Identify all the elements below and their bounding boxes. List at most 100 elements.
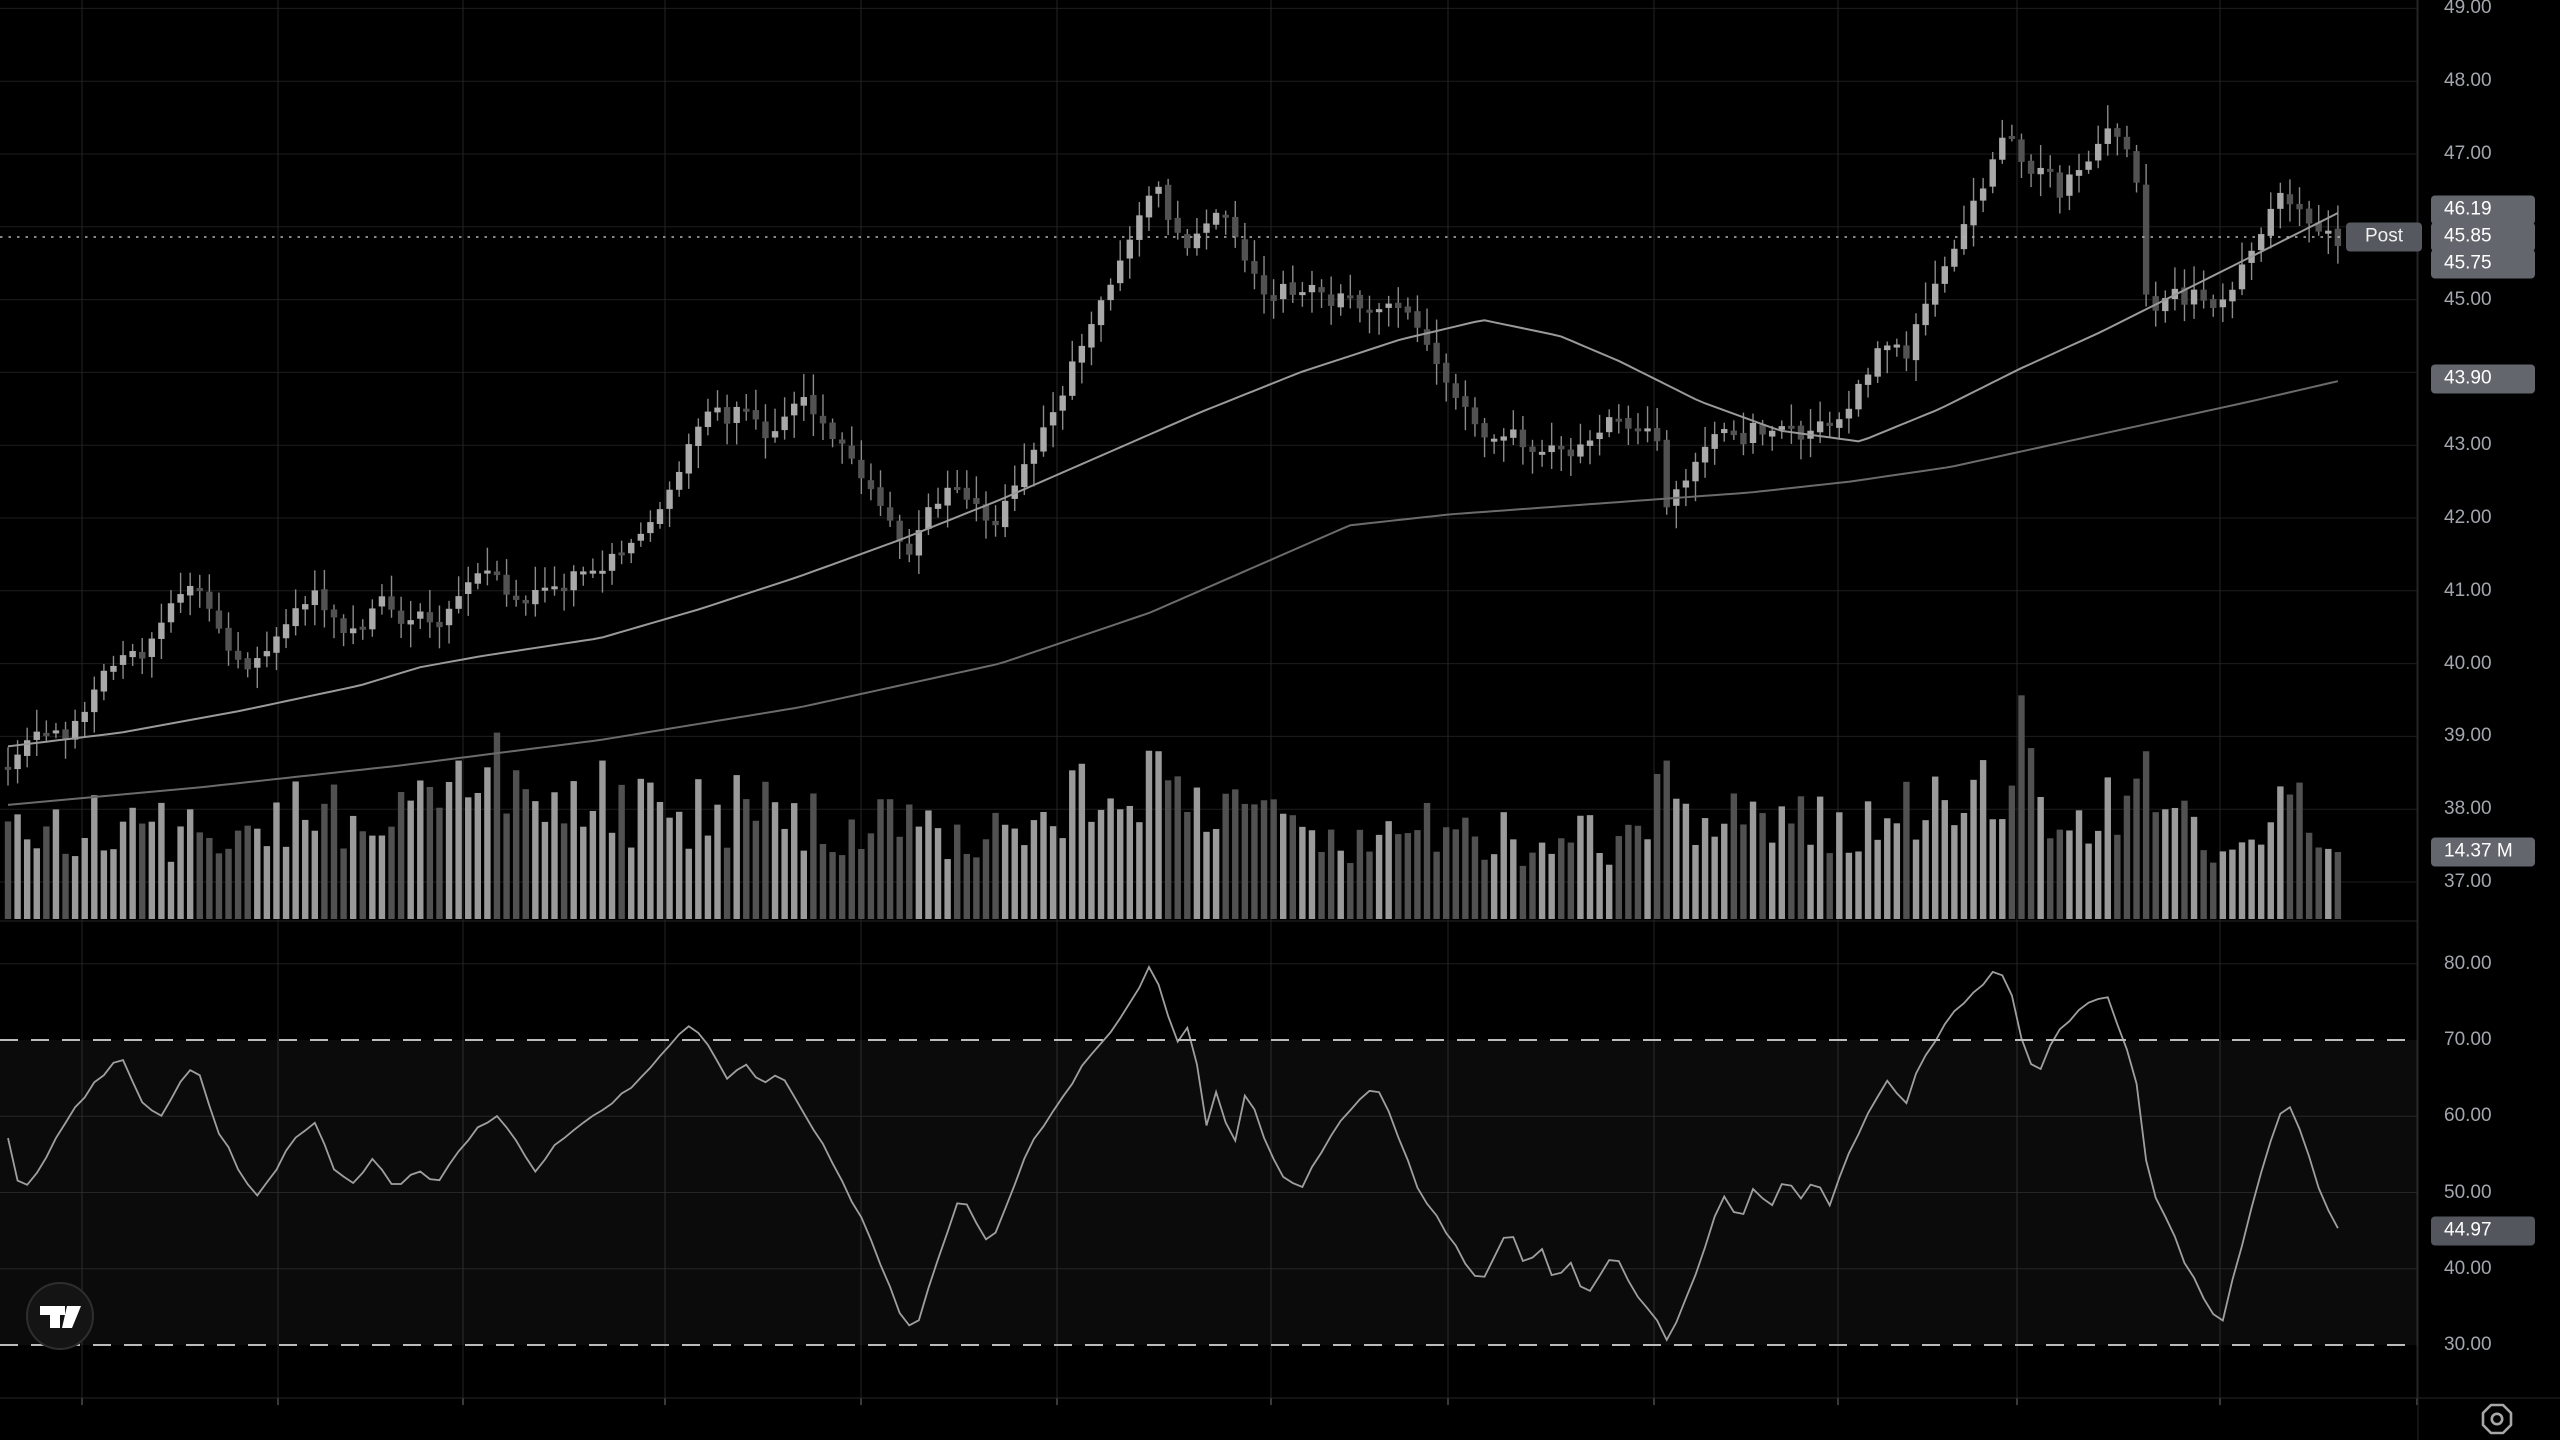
- volume-bar: [608, 832, 616, 919]
- candle-body: [1203, 223, 1210, 233]
- candle-body: [1749, 422, 1757, 444]
- candle-body: [695, 426, 702, 446]
- volume-bar: [1653, 773, 1661, 919]
- candle-body: [1711, 434, 1718, 449]
- volume-bar: [1078, 763, 1086, 919]
- candle-body: [321, 589, 328, 611]
- timezone-settings-button[interactable]: [2478, 1400, 2516, 1438]
- candle-body: [522, 599, 529, 604]
- candle-body: [2085, 161, 2092, 170]
- tradingview-logo[interactable]: [26, 1282, 94, 1350]
- candle-body: [1375, 309, 1383, 313]
- rsi-pane[interactable]: [0, 921, 2418, 1398]
- candle-body: [1605, 417, 1613, 433]
- volume-bar: [340, 848, 347, 919]
- candle-body: [244, 658, 251, 670]
- volume-bar: [167, 861, 175, 919]
- candle-body: [2075, 170, 2083, 176]
- volume-bar: [2123, 795, 2131, 919]
- volume-bar: [1855, 851, 1862, 919]
- volume-bar: [541, 821, 549, 919]
- candle-body: [2123, 136, 2131, 150]
- rsi-band: [0, 1040, 2418, 1345]
- candle-body: [800, 397, 808, 406]
- candle-body: [1232, 216, 1239, 238]
- volume-bar: [436, 807, 443, 919]
- candle-body: [551, 586, 558, 590]
- candle-body: [1088, 324, 1095, 348]
- volume-bar: [2238, 842, 2246, 919]
- candle-body: [2296, 203, 2303, 210]
- candle-body: [1356, 294, 1364, 309]
- volume-bar: [273, 802, 280, 919]
- volume-bar: [1069, 770, 1076, 919]
- candle-body: [62, 729, 69, 740]
- candle-body: [714, 407, 721, 413]
- volume-bar: [656, 801, 664, 919]
- candle-body: [2047, 168, 2054, 172]
- candle-body: [455, 596, 462, 609]
- candle-body: [1107, 284, 1114, 301]
- volume-bar: [2085, 843, 2092, 919]
- candle-body: [1414, 311, 1421, 328]
- candle-body: [1768, 430, 1776, 437]
- candle-body: [858, 459, 865, 479]
- candle-body: [1816, 421, 1824, 433]
- volume-bar: [512, 770, 520, 919]
- volume-bar: [1884, 818, 1891, 919]
- candle-body: [628, 542, 635, 554]
- price-tick-label: 40.00: [2444, 653, 2492, 674]
- volume-bar: [1548, 853, 1555, 919]
- candle-body: [1184, 234, 1191, 249]
- volume-bar: [1644, 839, 1651, 919]
- candle-body: [1855, 383, 1862, 410]
- volume-bar: [215, 853, 223, 919]
- volume-bar: [91, 795, 98, 919]
- rsi-tick-label: 60.00: [2444, 1105, 2492, 1126]
- tradingview-logo-icon: [26, 1282, 94, 1350]
- volume-bar: [1625, 824, 1632, 919]
- price-tick-label: 49.00: [2444, 0, 2492, 18]
- volume-bar: [628, 847, 635, 919]
- volume-bar: [455, 760, 462, 919]
- candle-body: [2056, 172, 2064, 198]
- volume-bar: [906, 804, 913, 919]
- volume-bar: [1299, 826, 1306, 919]
- rsi-tick-label: 30.00: [2444, 1334, 2492, 1355]
- rsi_value-badge: 44.97: [2431, 1216, 2535, 1246]
- candle-body: [206, 591, 213, 609]
- price-pane[interactable]: [0, 0, 2418, 921]
- candle-body: [1663, 439, 1670, 508]
- candle-body: [1615, 418, 1622, 422]
- volume-bar: [1423, 802, 1431, 919]
- candle-body: [896, 520, 903, 542]
- volume-bar: [522, 789, 529, 919]
- volume-bar: [771, 802, 779, 919]
- volume-bar: [225, 848, 232, 919]
- volume-bar: [1778, 806, 1785, 919]
- candle-body: [484, 570, 491, 574]
- volume-bar: [158, 802, 165, 919]
- candle-body: [2210, 299, 2217, 309]
- volume-bar: [129, 807, 136, 919]
- volume-bar: [1203, 831, 1210, 919]
- candle-body: [330, 609, 338, 618]
- candle-body: [1970, 200, 1977, 226]
- volume-bar: [1538, 842, 1546, 919]
- rsi-line: [7, 965, 2339, 1342]
- volume-bar: [1749, 801, 1757, 919]
- volume-bar: [1318, 851, 1325, 919]
- volume-bar: [1040, 811, 1047, 919]
- candle-body: [2229, 289, 2236, 302]
- volume-bar: [1586, 815, 1594, 919]
- candle-body: [465, 582, 472, 594]
- volume-bar: [791, 803, 798, 919]
- volume-bar: [1260, 800, 1268, 919]
- volume-bar: [1979, 760, 1987, 919]
- volume-bar: [1615, 836, 1622, 919]
- candle-body: [378, 596, 386, 607]
- candle-body: [2066, 174, 2073, 196]
- candle-body: [1538, 451, 1546, 455]
- candle-body: [1241, 239, 1249, 261]
- candle-body: [1893, 344, 1901, 348]
